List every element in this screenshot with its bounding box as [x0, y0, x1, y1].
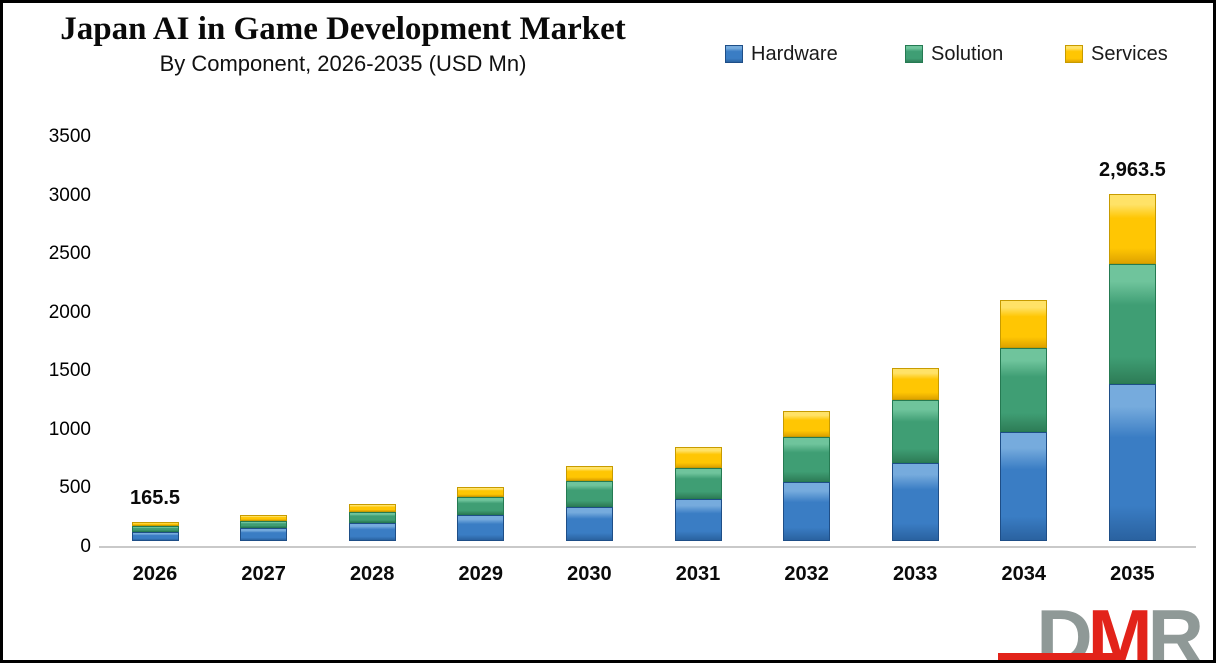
bar-segment-services-2032 — [783, 410, 831, 437]
bar-segment-solution-2027 — [240, 521, 288, 529]
bar-segment-hardware-2035 — [1108, 384, 1156, 541]
bar-segment-services-2028 — [348, 503, 396, 513]
bar-segment-hardware-2030 — [565, 507, 613, 541]
chart-subtitle: By Component, 2026-2035 (USD Mn) — [159, 51, 527, 77]
bar-segment-services-2030 — [565, 466, 613, 481]
bar-segment-hardware-2027 — [240, 528, 288, 541]
y-axis-tick-label: 3500 — [48, 126, 91, 147]
legend-label: Services — [1091, 42, 1168, 65]
bar-segment-services-2029 — [457, 486, 505, 498]
logo-letter-d: D — [1036, 593, 1092, 663]
bar-segment-services-2031 — [674, 446, 722, 468]
bar-segment-solution-2029 — [457, 497, 505, 516]
bar-segment-services-2034 — [1000, 300, 1048, 348]
y-axis-tick-label: 2000 — [48, 301, 91, 323]
x-axis-label-2027: 2027 — [241, 563, 286, 585]
legend-label: Solution — [931, 42, 1004, 65]
bar-segment-hardware-2028 — [348, 523, 396, 541]
legend-swatch-icon — [905, 45, 923, 63]
y-axis-tick-label: 0 — [80, 536, 91, 557]
data-label-2035: 2,963.5 — [1099, 158, 1166, 181]
chart-header: Japan AI in Game Development Market By C… — [13, 11, 673, 77]
bar-segment-solution-2033 — [891, 400, 939, 464]
logo-letter-m: M — [1087, 593, 1153, 663]
bar-segment-solution-2026 — [131, 526, 179, 532]
legend-swatch-icon — [1065, 45, 1083, 63]
dmr-logo: DMR — [1036, 593, 1204, 663]
x-axis-label-2026: 2026 — [132, 563, 178, 585]
x-axis-label-2034: 2034 — [1001, 563, 1047, 585]
x-axis-line — [99, 546, 1196, 548]
x-axis-label-2031: 2031 — [675, 563, 721, 585]
y-axis-tick-label: 500 — [59, 477, 91, 499]
y-axis-tick-label: 3000 — [48, 184, 91, 206]
x-axis-label-2035: 2035 — [1110, 563, 1155, 585]
legend-item-solution: Solution — [905, 43, 1003, 65]
bar-segment-services-2026 — [131, 521, 179, 527]
y-axis-tick-label: 1500 — [48, 360, 91, 382]
legend-item-hardware: Hardware — [725, 43, 838, 65]
x-axis-label-2030: 2030 — [567, 563, 612, 585]
bar-segment-solution-2028 — [348, 512, 396, 524]
bar-segment-hardware-2032 — [783, 482, 831, 541]
chart-title: Japan AI in Game Development Market — [60, 11, 626, 47]
legend-swatch-icon — [725, 45, 743, 63]
legend-item-services: Services — [1065, 43, 1168, 65]
bar-segment-services-2027 — [240, 515, 288, 522]
data-label-2026: 165.5 — [129, 486, 181, 509]
y-axis-tick-label: 2500 — [48, 243, 91, 265]
bar-segment-solution-2034 — [1000, 347, 1048, 433]
x-axis-label-2029: 2029 — [458, 563, 504, 585]
bar-segment-hardware-2034 — [1000, 432, 1048, 541]
bar-segment-services-2035 — [1108, 193, 1156, 264]
x-axis-label-2028: 2028 — [349, 563, 395, 585]
y-axis-tick-label: 1000 — [48, 418, 91, 440]
bar-segment-solution-2035 — [1108, 263, 1156, 385]
bar-segment-services-2033 — [891, 368, 939, 401]
bar-segment-solution-2030 — [565, 480, 613, 508]
logo-letter-r: R — [1147, 593, 1204, 663]
dmr-logo-red-bar — [998, 653, 1123, 660]
x-axis-label-2033: 2033 — [892, 563, 938, 585]
bar-segment-hardware-2031 — [674, 498, 722, 541]
bar-segment-hardware-2026 — [131, 531, 179, 541]
x-axis-label-2032: 2032 — [784, 563, 829, 585]
legend-label: Hardware — [751, 42, 838, 65]
bar-segment-solution-2032 — [783, 436, 831, 483]
bar-segment-hardware-2029 — [457, 515, 505, 541]
bar-segment-solution-2031 — [674, 467, 722, 499]
bar-segment-hardware-2033 — [891, 463, 939, 541]
